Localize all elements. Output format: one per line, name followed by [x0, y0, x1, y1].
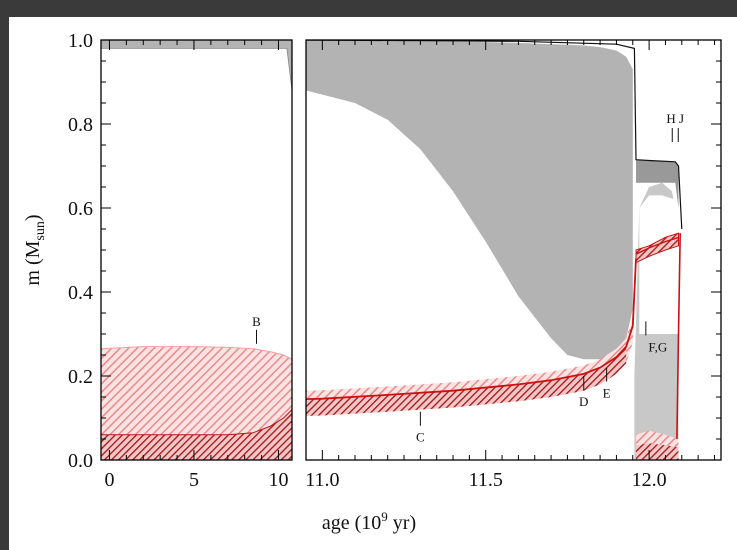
ms-core-burning-region: [101, 408, 292, 460]
core-boundary-line: [306, 258, 637, 400]
annotation-label: B: [252, 314, 261, 329]
surface-convection-sliver: [636, 159, 679, 208]
y-axis-title: m (Msun): [22, 214, 48, 285]
annotation-label: H J: [666, 111, 684, 126]
left-panel-data: [101, 40, 292, 460]
helium-burning-dark: [636, 443, 679, 460]
envelope-convection-zone: [306, 40, 633, 360]
annotation-label: D: [579, 394, 588, 409]
left-envelope-convection: [101, 40, 292, 91]
y-tick-label: 0.2: [68, 366, 93, 388]
annotation-label: F,G: [648, 339, 667, 354]
late-radiative-gap: [639, 195, 679, 334]
tick-labels: 0.0 0.2 0.4 0.6 0.8 1.0 0 5 10 11.0 11.5 12.0: [68, 30, 667, 491]
x-tick-label: 10: [268, 469, 288, 491]
left-surface-line: [101, 48, 292, 91]
shell-burning-dark: [306, 346, 627, 416]
y-tick-label: 0.0: [68, 450, 93, 472]
annotations: B C DE F,G H J: [252, 111, 684, 445]
x-tick-label: 12.0: [632, 469, 667, 491]
y-tick-label: 0.4: [68, 282, 93, 304]
annotation-label: E: [603, 386, 611, 401]
x-tick-label: 0: [104, 469, 114, 491]
right-panel-data: [306, 40, 683, 460]
x-axis-title: age (109 yr): [322, 509, 416, 534]
y-tick-label: 0.6: [68, 198, 93, 220]
evolution-chart: 0.0 0.2 0.4 0.6 0.8 1.0 0 5 10 11.0 11.5 12.0 B C DE F…: [22, 30, 722, 534]
x-tick-label: 11.0: [305, 469, 339, 491]
shell-burning-light: [306, 250, 636, 416]
y-tick-label: 1.0: [68, 30, 93, 52]
y-tick-label: 0.8: [68, 114, 93, 136]
final-core-rise: [676, 233, 681, 440]
x-tick-label: 5: [189, 469, 199, 491]
annotation-label: C: [416, 430, 425, 445]
x-tick-label: 11.5: [469, 469, 503, 491]
axes-frame: [100, 39, 722, 461]
hydrogen-shell-line: [635, 236, 679, 255]
ms-burning-region: [101, 346, 292, 460]
